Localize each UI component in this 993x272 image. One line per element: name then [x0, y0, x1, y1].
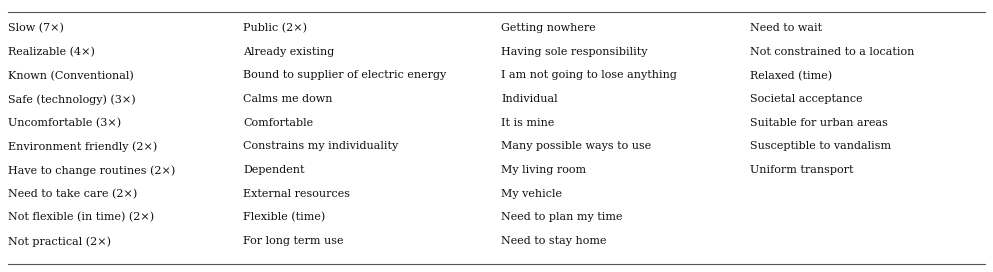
Text: External resources: External resources — [243, 189, 351, 199]
Text: Have to change routines (2×): Have to change routines (2×) — [8, 165, 175, 176]
Text: Need to stay home: Need to stay home — [501, 236, 607, 246]
Text: Relaxed (time): Relaxed (time) — [750, 70, 832, 81]
Text: Not flexible (in time) (2×): Not flexible (in time) (2×) — [8, 212, 154, 223]
Text: For long term use: For long term use — [243, 236, 344, 246]
Text: Flexible (time): Flexible (time) — [243, 212, 326, 223]
Text: Having sole responsibility: Having sole responsibility — [501, 47, 648, 57]
Text: Need to take care (2×): Need to take care (2×) — [8, 189, 137, 199]
Text: Slow (7×): Slow (7×) — [8, 23, 64, 33]
Text: Suitable for urban areas: Suitable for urban areas — [750, 118, 888, 128]
Text: I am not going to lose anything: I am not going to lose anything — [501, 70, 677, 81]
Text: Not constrained to a location: Not constrained to a location — [750, 47, 915, 57]
Text: Not practical (2×): Not practical (2×) — [8, 236, 111, 247]
Text: Individual: Individual — [501, 94, 558, 104]
Text: Realizable (4×): Realizable (4×) — [8, 47, 94, 57]
Text: Need to wait: Need to wait — [750, 23, 822, 33]
Text: Need to plan my time: Need to plan my time — [501, 212, 623, 222]
Text: Environment friendly (2×): Environment friendly (2×) — [8, 141, 157, 152]
Text: Uncomfortable (3×): Uncomfortable (3×) — [8, 118, 121, 128]
Text: Constrains my individuality: Constrains my individuality — [243, 141, 398, 152]
Text: Getting nowhere: Getting nowhere — [501, 23, 596, 33]
Text: Known (Conventional): Known (Conventional) — [8, 70, 134, 81]
Text: My living room: My living room — [501, 165, 587, 175]
Text: Dependent: Dependent — [243, 165, 305, 175]
Text: Susceptible to vandalism: Susceptible to vandalism — [750, 141, 891, 152]
Text: Comfortable: Comfortable — [243, 118, 314, 128]
Text: Uniform transport: Uniform transport — [750, 165, 853, 175]
Text: Calms me down: Calms me down — [243, 94, 333, 104]
Text: Societal acceptance: Societal acceptance — [750, 94, 862, 104]
Text: Already existing: Already existing — [243, 47, 335, 57]
Text: Safe (technology) (3×): Safe (technology) (3×) — [8, 94, 136, 105]
Text: It is mine: It is mine — [501, 118, 555, 128]
Text: Bound to supplier of electric energy: Bound to supplier of electric energy — [243, 70, 447, 81]
Text: Many possible ways to use: Many possible ways to use — [501, 141, 651, 152]
Text: My vehicle: My vehicle — [501, 189, 562, 199]
Text: Public (2×): Public (2×) — [243, 23, 307, 33]
